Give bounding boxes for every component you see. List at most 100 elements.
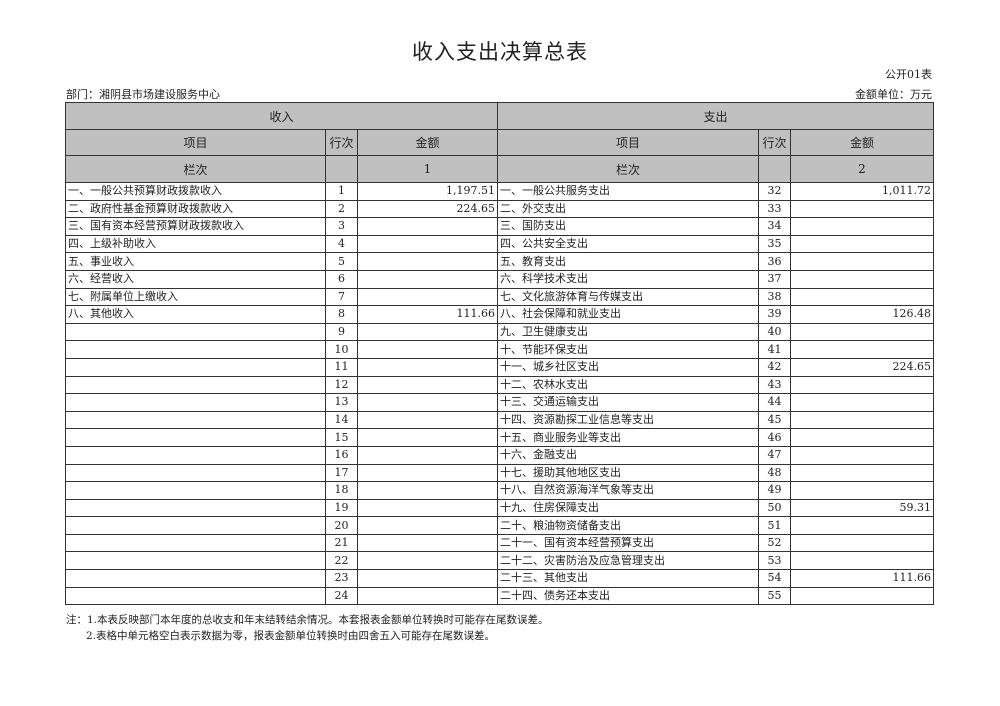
income-item bbox=[65, 322, 326, 342]
income-amount bbox=[357, 252, 498, 271]
column-blank bbox=[325, 155, 358, 183]
expense-amount bbox=[790, 199, 934, 219]
income-item bbox=[65, 445, 326, 465]
table-row: 五、事业收入 5 五、教育支出 36 bbox=[65, 252, 934, 271]
income-amount bbox=[357, 287, 498, 307]
expense-amount bbox=[790, 481, 934, 500]
amount-header: 金额 bbox=[790, 129, 934, 156]
expense-line: 42 bbox=[758, 357, 791, 377]
income-line: 20 bbox=[325, 516, 358, 535]
table-row: 22 二十二、灾害防治及应急管理支出 53 bbox=[65, 551, 934, 571]
income-line: 19 bbox=[325, 498, 358, 518]
table-row: 六、经营收入 6 六、科学技术支出 37 bbox=[65, 269, 934, 289]
expense-item: 八、社会保障和就业支出 bbox=[497, 305, 759, 324]
income-item bbox=[65, 393, 326, 412]
column-number: 1 bbox=[357, 155, 498, 183]
expense-amount: 59.31 bbox=[790, 498, 934, 518]
income-item bbox=[65, 410, 326, 430]
income-amount: 111.66 bbox=[357, 305, 498, 324]
income-line: 3 bbox=[325, 217, 358, 236]
income-expense-table: 收入 支出 项目 行次 金额 项目 行次 金额 栏次 1 栏次 2 一、一般公共… bbox=[65, 102, 934, 606]
expense-amount: 224.65 bbox=[790, 357, 934, 377]
expense-line: 41 bbox=[758, 340, 791, 359]
column-label: 栏次 bbox=[65, 155, 326, 183]
expense-line: 43 bbox=[758, 375, 791, 395]
income-item bbox=[65, 551, 326, 571]
income-item bbox=[65, 516, 326, 535]
income-line: 6 bbox=[325, 269, 358, 289]
income-item bbox=[65, 533, 326, 553]
income-amount bbox=[357, 340, 498, 359]
income-item: 三、国有资本经营预算财政拨款收入 bbox=[65, 217, 326, 236]
table-row: 9 九、卫生健康支出 40 bbox=[65, 322, 934, 342]
page-title: 收入支出决算总表 bbox=[412, 40, 588, 64]
expense-amount bbox=[790, 445, 934, 465]
table-row: 七、附属单位上缴收入 7 七、文化旅游体育与传媒支出 38 bbox=[65, 287, 934, 307]
expense-amount bbox=[790, 269, 934, 289]
expense-item: 十一、城乡社区支出 bbox=[497, 357, 759, 377]
income-item: 七、附属单位上缴收入 bbox=[65, 287, 326, 307]
table-row: 四、上级补助收入 4 四、公共安全支出 35 bbox=[65, 234, 934, 254]
expense-amount bbox=[790, 287, 934, 307]
expense-amount bbox=[790, 428, 934, 447]
income-item bbox=[65, 498, 326, 518]
income-line: 9 bbox=[325, 322, 358, 342]
expense-amount bbox=[790, 533, 934, 553]
expense-item: 九、卫生健康支出 bbox=[497, 322, 759, 342]
column-label: 栏次 bbox=[497, 155, 759, 183]
expense-line: 51 bbox=[758, 516, 791, 535]
income-line: 16 bbox=[325, 445, 358, 465]
item-header: 项目 bbox=[65, 129, 326, 156]
income-line: 15 bbox=[325, 428, 358, 447]
income-amount bbox=[357, 428, 498, 447]
expense-item: 十、节能环保支出 bbox=[497, 340, 759, 359]
table-row: 八、其他收入 8 111.66 八、社会保障和就业支出 39 126.48 bbox=[65, 305, 934, 324]
table-row: 20 二十、粮油物资储备支出 51 bbox=[65, 516, 934, 535]
column-blank bbox=[758, 155, 791, 183]
income-line: 4 bbox=[325, 234, 358, 254]
income-amount bbox=[357, 481, 498, 500]
expense-header: 支出 bbox=[497, 102, 934, 130]
income-line: 24 bbox=[325, 586, 358, 606]
table-row: 19 十九、住房保障支出 50 59.31 bbox=[65, 498, 934, 518]
income-amount bbox=[357, 269, 498, 289]
expense-item: 十三、交通运输支出 bbox=[497, 393, 759, 412]
expense-line: 44 bbox=[758, 393, 791, 412]
table-row: 10 十、节能环保支出 41 bbox=[65, 340, 934, 359]
expense-line: 34 bbox=[758, 217, 791, 236]
income-item: 八、其他收入 bbox=[65, 305, 326, 324]
expense-item: 二十、粮油物资储备支出 bbox=[497, 516, 759, 535]
expense-amount bbox=[790, 551, 934, 571]
income-item: 一、一般公共预算财政拨款收入 bbox=[65, 182, 326, 201]
income-line: 2 bbox=[325, 199, 358, 219]
expense-amount bbox=[790, 217, 934, 236]
income-item: 六、经营收入 bbox=[65, 269, 326, 289]
expense-item: 十七、援助其他地区支出 bbox=[497, 463, 759, 483]
income-amount bbox=[357, 463, 498, 483]
income-amount: 224.65 bbox=[357, 199, 498, 219]
expense-item: 二、外交支出 bbox=[497, 199, 759, 219]
table-row: 21 二十一、国有资本经营预算支出 52 bbox=[65, 533, 934, 553]
income-line: 11 bbox=[325, 357, 358, 377]
table-row: 17 十七、援助其他地区支出 48 bbox=[65, 463, 934, 483]
income-line: 1 bbox=[325, 182, 358, 201]
unit-label: 金额单位：万元 bbox=[855, 88, 932, 101]
expense-item: 五、教育支出 bbox=[497, 252, 759, 271]
income-line: 23 bbox=[325, 569, 358, 588]
expense-line: 55 bbox=[758, 586, 791, 606]
expense-line: 49 bbox=[758, 481, 791, 500]
expense-item: 一、一般公共服务支出 bbox=[497, 182, 759, 201]
income-line: 17 bbox=[325, 463, 358, 483]
expense-amount bbox=[790, 516, 934, 535]
line-header: 行次 bbox=[325, 129, 358, 156]
income-item bbox=[65, 375, 326, 395]
income-item: 二、政府性基金预算财政拨款收入 bbox=[65, 199, 326, 219]
table-row: 11 十一、城乡社区支出 42 224.65 bbox=[65, 357, 934, 377]
expense-item: 二十四、债务还本支出 bbox=[497, 586, 759, 606]
expense-line: 48 bbox=[758, 463, 791, 483]
expense-item: 二十一、国有资本经营预算支出 bbox=[497, 533, 759, 553]
income-line: 13 bbox=[325, 393, 358, 412]
expense-line: 37 bbox=[758, 269, 791, 289]
expense-line: 47 bbox=[758, 445, 791, 465]
expense-amount bbox=[790, 234, 934, 254]
